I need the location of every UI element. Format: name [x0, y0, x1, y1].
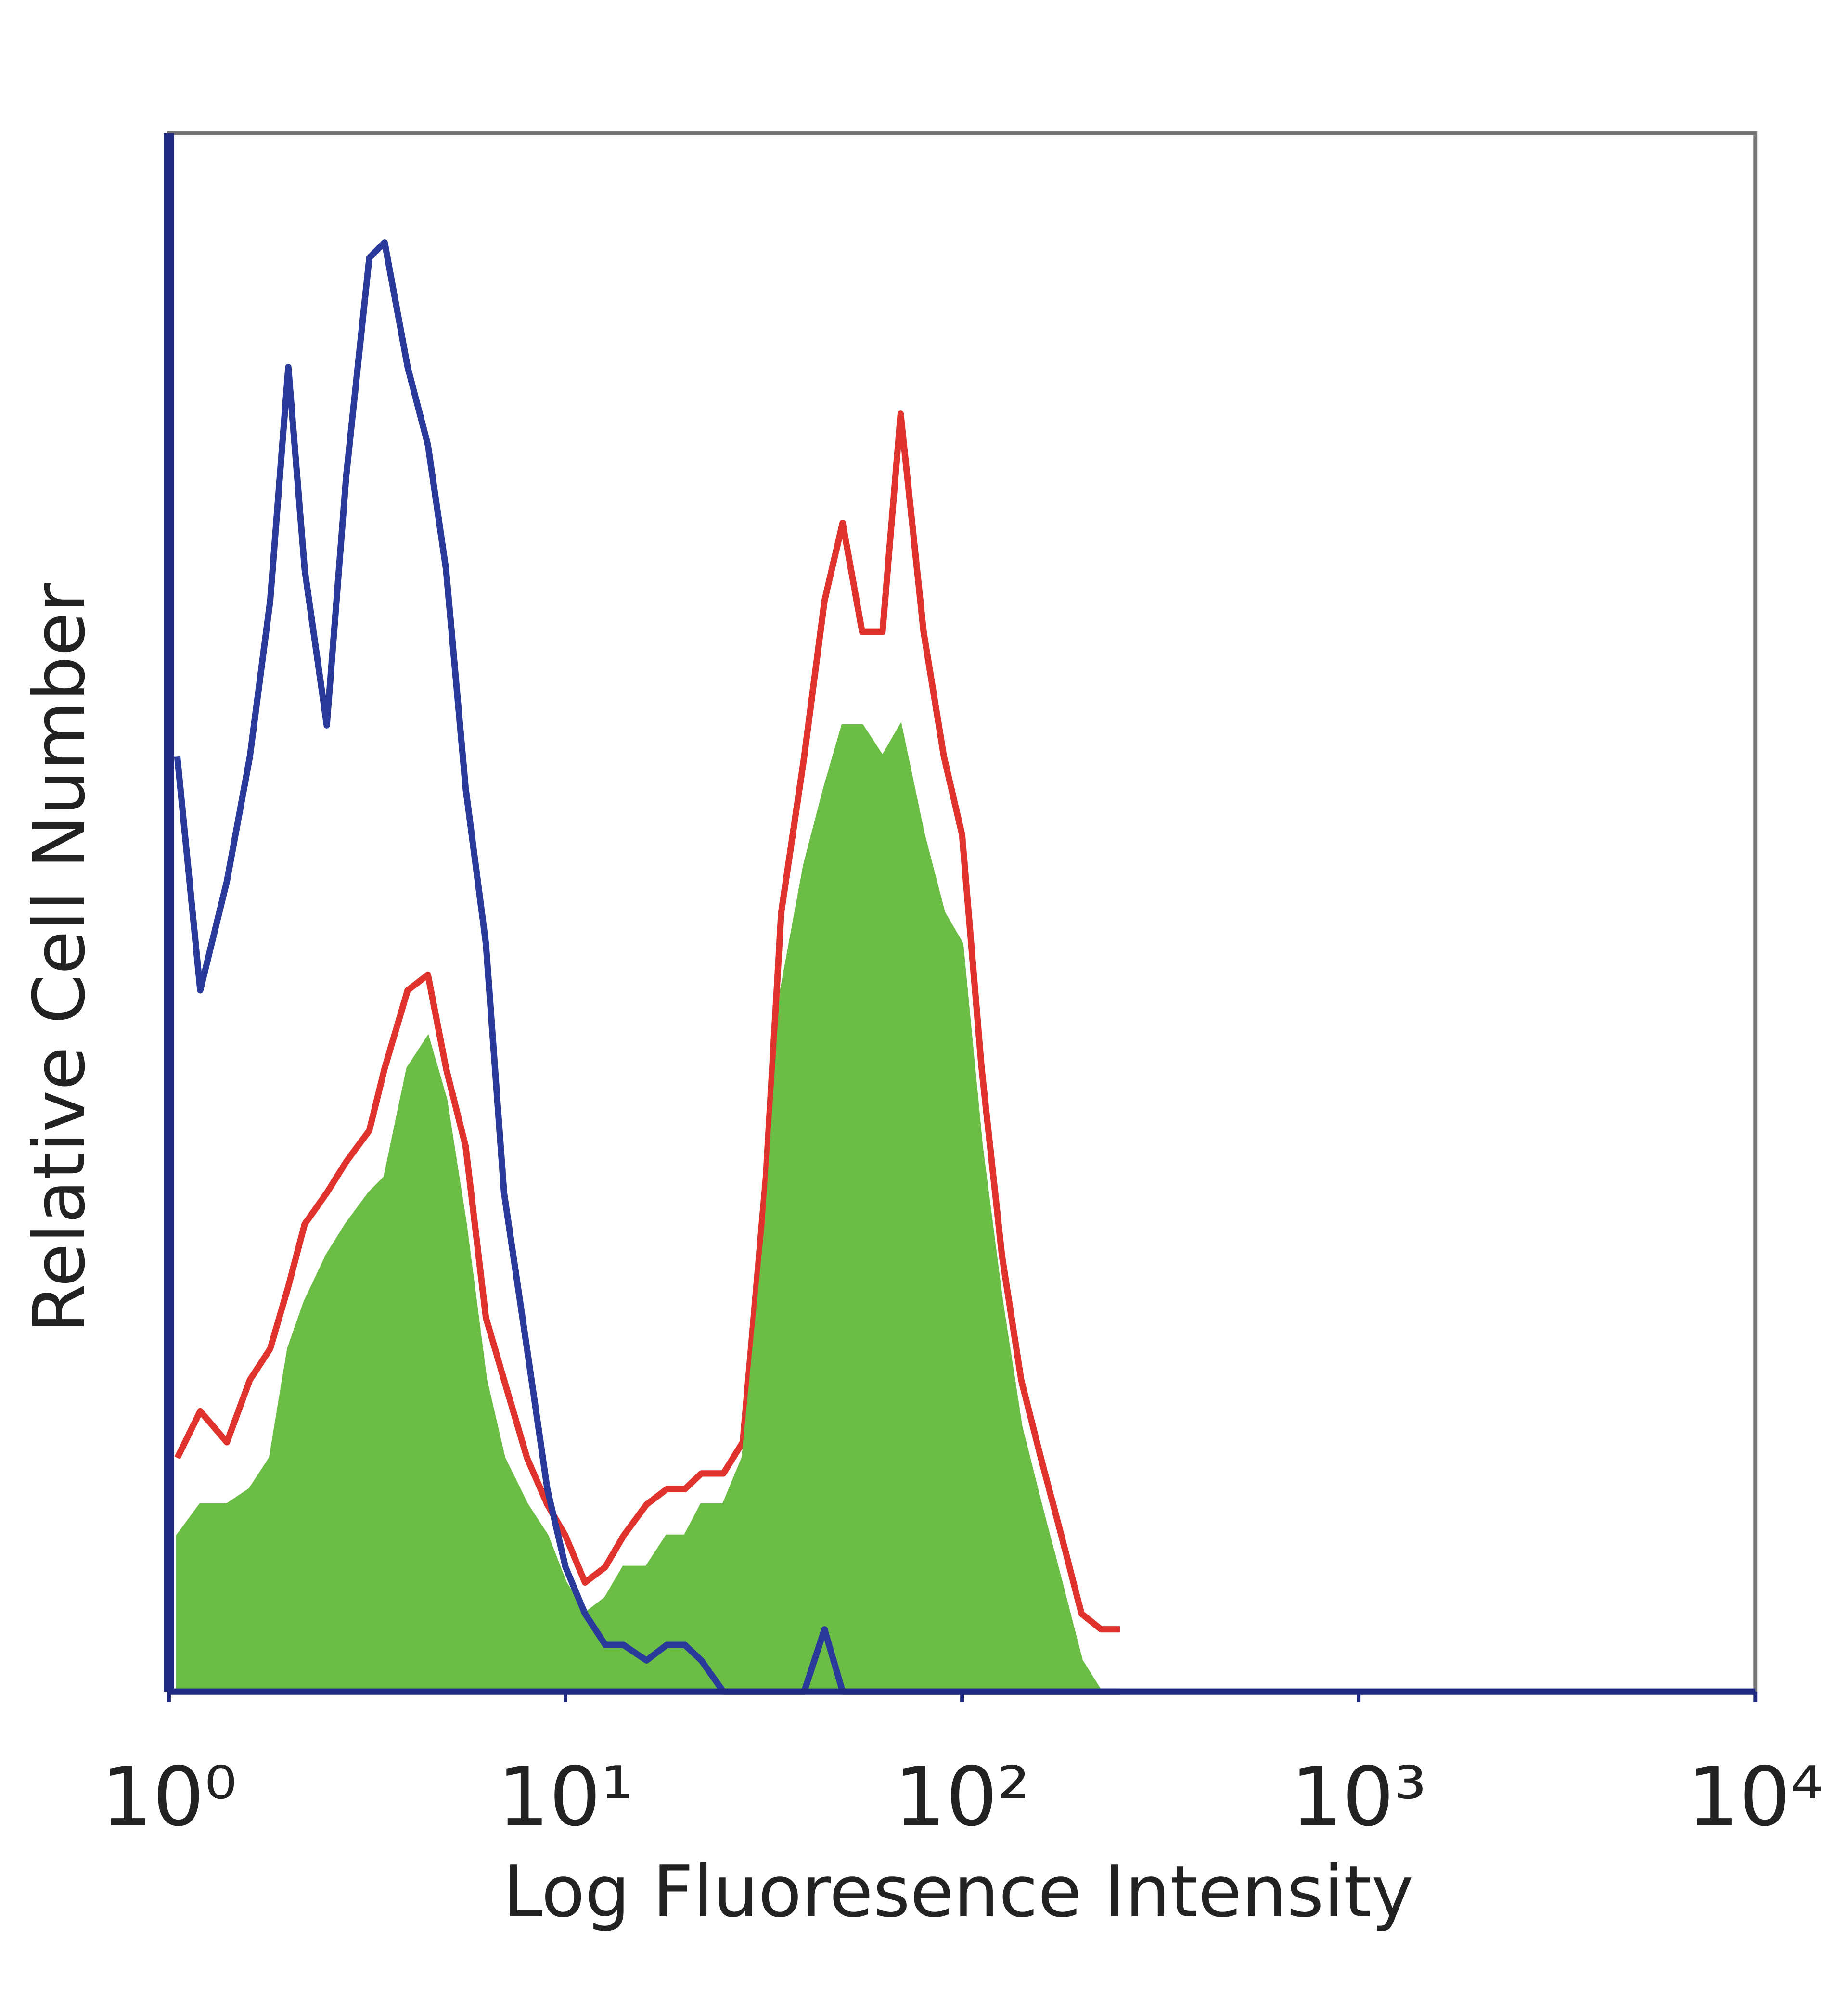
x-tick-label: 10¹ — [498, 1749, 633, 1844]
histogram-line — [174, 410, 1120, 1633]
histogram-area — [176, 722, 1120, 1693]
x-axis-label: Log Fluoresence Intensity — [503, 1850, 1413, 1933]
x-tick-label: 10³ — [1291, 1749, 1426, 1844]
x-tick-label: 10⁰ — [101, 1749, 237, 1844]
x-tick-label: 10² — [894, 1749, 1030, 1844]
y-axis-label: Relative Cell Number — [18, 583, 101, 1333]
x-tick-label: 10⁴ — [1687, 1749, 1823, 1844]
